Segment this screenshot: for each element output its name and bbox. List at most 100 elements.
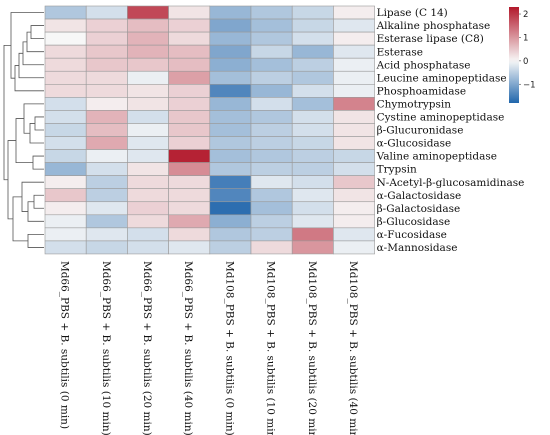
- heatmap-cell: [127, 188, 169, 203]
- heatmap-cell: [127, 31, 169, 46]
- colorbar-tick-label: 2: [523, 10, 528, 20]
- dendrogram-branch: [27, 233, 44, 248]
- row-label: Leucine aminopeptidase: [377, 72, 507, 84]
- heatmap-cell: [209, 31, 252, 46]
- heatmap-cell: [168, 162, 211, 176]
- heatmap-cell: [168, 84, 211, 98]
- heatmap-cell: [85, 57, 128, 72]
- column-labels: Md66_PBS + B. subtilis (0 min) Md66_PBS +…: [59, 261, 359, 435]
- heatmap-cell: [291, 175, 334, 189]
- heatmap-cell: [85, 44, 128, 59]
- heatmap-cell: [250, 162, 293, 176]
- heatmap-cell: [333, 18, 375, 33]
- heatmap-cell: [291, 201, 334, 216]
- heatmap-cell: [291, 18, 334, 33]
- heatmap-cell: [333, 110, 375, 124]
- color-legend: 2 1 0 −1: [509, 7, 536, 103]
- heatmap-cell: [333, 97, 375, 111]
- row-label: Esterase: [377, 46, 423, 58]
- colorbar: [509, 7, 519, 103]
- heatmap-cell: [291, 70, 334, 85]
- heatmap-cell: [250, 136, 293, 150]
- heatmap-cell: [250, 31, 293, 46]
- column-label: Md66_PBS + B. subtilis (20 min): [141, 261, 153, 435]
- heatmap-cell: [291, 162, 334, 176]
- heatmap-cell: [44, 240, 87, 255]
- column-label: Md66_PBS + B. subtilis (10 min): [100, 261, 112, 435]
- row-label: Trypsin: [377, 164, 417, 176]
- heatmap-cell: [209, 97, 252, 111]
- heatmap-cell: [168, 149, 211, 163]
- heatmap-cell: [333, 214, 375, 229]
- heatmap-cell: [250, 175, 293, 189]
- heatmap-cell: [250, 149, 293, 163]
- heatmap-cell: [85, 201, 128, 216]
- row-label: N-Acetyl-β-glucosamidinase: [377, 177, 525, 189]
- heatmap-cell: [168, 31, 211, 46]
- heatmap-cell: [209, 57, 252, 72]
- row-label: Lipase (C 14): [377, 7, 448, 19]
- heatmap-cell: [291, 110, 334, 124]
- heatmap-cell: [127, 70, 169, 85]
- heatmap-cell: [209, 18, 252, 33]
- heatmap-cell: [209, 227, 252, 242]
- heatmap-cell: [250, 70, 293, 85]
- heatmap-cell: [127, 162, 169, 176]
- heatmap-cell: [333, 240, 375, 255]
- heatmap-cell: [85, 188, 128, 203]
- column-label: Md108_PBS + B. subtilis (10 min): [265, 261, 277, 435]
- dendrogram-branch: [27, 201, 44, 222]
- dendrogram-branch: [30, 25, 44, 40]
- row-labels: Lipase (C 14)Alkaline phosphatase Esteras…: [376, 7, 525, 254]
- heatmap-cell: [291, 149, 334, 163]
- row-label: Cystine aminopeptidase: [377, 112, 505, 124]
- heatmap-cell: [168, 44, 211, 59]
- dendrogram-branch: [22, 41, 44, 66]
- heatmap-cell: [209, 70, 252, 85]
- heatmap-cell: [333, 201, 375, 216]
- heatmap-cell: [85, 18, 128, 33]
- heatmap-cell: [85, 175, 128, 189]
- heatmap-cell: [44, 18, 87, 33]
- heatmap-cell: [250, 214, 293, 229]
- heatmap-cell: [168, 240, 211, 255]
- heatmap-cell: [209, 123, 252, 137]
- heatmap-cell: [127, 97, 169, 111]
- heatmap-cell: [333, 175, 375, 189]
- heatmap-cell: [250, 240, 293, 255]
- heatmap-cell: [209, 188, 252, 203]
- row-label: Alkaline phosphatase: [376, 20, 491, 32]
- heatmap-cell: [250, 188, 293, 203]
- heatmap-cell: [168, 201, 211, 216]
- heatmap-cell: [291, 240, 334, 255]
- heatmap-cell: [333, 227, 375, 242]
- heatmap-cell: [127, 5, 169, 20]
- heatmap-cell: [333, 188, 375, 203]
- column-label: Md66_PBS + B. subtilis (0 min): [59, 261, 71, 429]
- row-label: Acid phosphatase: [376, 59, 471, 71]
- dendrogram-branch: [34, 116, 44, 131]
- dendrogram-branch: [3, 44, 11, 181]
- row-dendrogram: [3, 12, 44, 248]
- heatmap-cell: [127, 214, 169, 229]
- heatmap-cell: [291, 136, 334, 150]
- row-label: β-Galactosidase: [377, 203, 461, 215]
- heatmap-cell: [85, 110, 128, 124]
- heatmap-cell: [250, 44, 293, 59]
- heatmap-cell: [44, 162, 87, 176]
- dendrogram-branch: [32, 155, 44, 170]
- heatmap-cell: [44, 188, 87, 203]
- heatmap-cell: [291, 57, 334, 72]
- heatmap-cell: [168, 70, 211, 85]
- heatmap-cell: [85, 70, 128, 85]
- heatmap-cells: [44, 5, 375, 255]
- heatmap-cell: [127, 44, 169, 59]
- heatmap-cell: [168, 214, 211, 229]
- heatmap-cell: [209, 5, 252, 20]
- heatmap-cell: [168, 97, 211, 111]
- heatmap-cell: [250, 97, 293, 111]
- heatmap-cell: [85, 162, 128, 176]
- heatmap-cell: [85, 123, 128, 137]
- heatmap-cell: [209, 136, 252, 150]
